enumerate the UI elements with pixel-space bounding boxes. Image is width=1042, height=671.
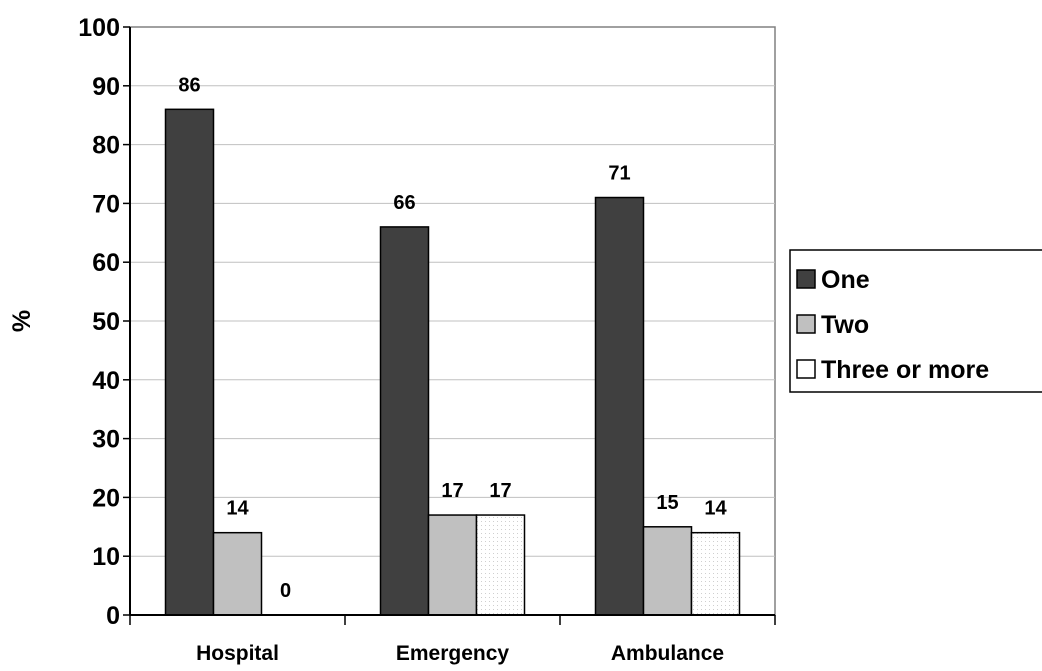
data-label: 15 <box>656 492 678 514</box>
bar <box>642 526 693 616</box>
data-label: 86 <box>178 74 200 96</box>
data-label: 0 <box>280 580 291 602</box>
y-tick-label: 0 <box>106 602 120 630</box>
legend-label: One <box>821 266 870 294</box>
legend-swatch <box>796 314 816 334</box>
category-label: Ambulance <box>611 642 724 665</box>
y-tick-label: 40 <box>92 367 120 395</box>
labels: 0 10 20 30 40 50 60 70 80 90 100% Hospital 86 14 0 Emer… <box>8 14 727 665</box>
y-tick-label: 10 <box>92 543 120 571</box>
data-label: 66 <box>393 192 415 214</box>
bar <box>212 531 263 616</box>
y-tick-label: 50 <box>92 308 120 336</box>
bar <box>594 196 645 616</box>
data-label: 17 <box>489 480 511 502</box>
legend-swatch <box>796 359 816 379</box>
y-tick-label: 90 <box>92 73 120 101</box>
axes <box>123 26 776 625</box>
bar <box>475 514 526 616</box>
data-label: 71 <box>608 163 630 185</box>
y-tick-label: 20 <box>92 484 120 512</box>
legend: One Two Three or more <box>789 249 1042 393</box>
bar <box>379 226 430 616</box>
legend-label: Three or more <box>821 356 989 384</box>
data-label: 14 <box>226 498 249 520</box>
y-tick-label: 70 <box>92 190 120 218</box>
data-label: 17 <box>441 480 463 502</box>
bar <box>164 108 215 616</box>
legend-swatch <box>796 269 816 289</box>
y-tick-label: 80 <box>92 132 120 160</box>
legend-label: Two <box>821 311 869 339</box>
data-label: 14 <box>704 498 727 520</box>
y-tick-label: 60 <box>92 249 120 277</box>
category-label: Emergency <box>396 642 510 665</box>
bar <box>427 514 478 616</box>
y-axis-label: % <box>8 310 36 332</box>
bars <box>164 108 741 616</box>
category-label: Hospital <box>196 642 279 665</box>
y-tick-label: 30 <box>92 426 120 454</box>
bar <box>690 531 741 616</box>
legend-box <box>789 249 1042 393</box>
y-tick-label: 100 <box>78 14 120 42</box>
